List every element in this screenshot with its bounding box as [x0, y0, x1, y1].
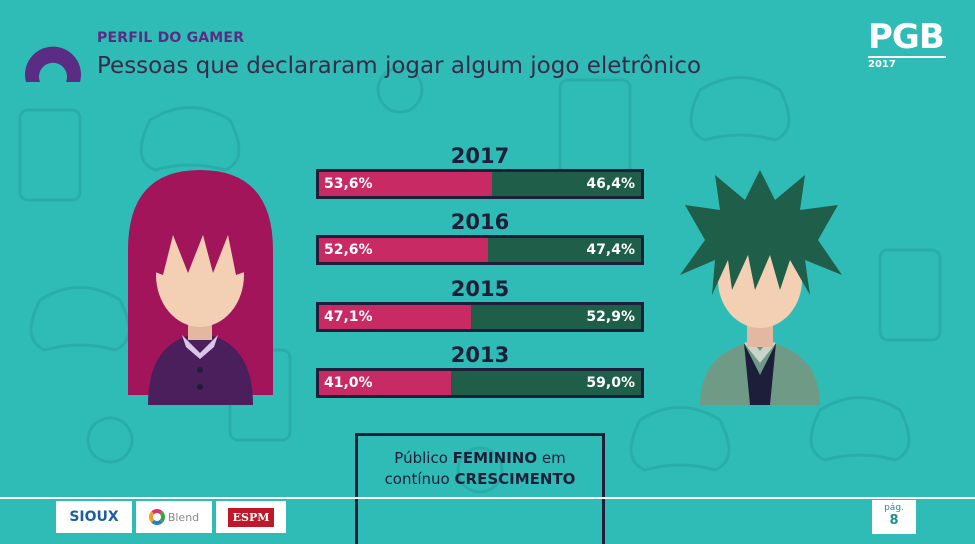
callout-line2-bold: CRESCIMENTO — [454, 470, 576, 488]
sponsor-espm-logo: ESPM — [216, 501, 286, 533]
pgb-year: 2017 — [868, 59, 896, 70]
pgb-mark: PGB — [868, 17, 945, 57]
pgb-logo: PGB 2017 — [868, 20, 958, 75]
blend-flower-icon — [148, 509, 165, 525]
stacked-bar: 52,6% 47,4% — [316, 235, 644, 265]
female-value-label: 53,6% — [324, 176, 373, 192]
male-gamer-illustration — [680, 170, 842, 405]
brand-ring-logo — [25, 46, 82, 82]
sponsor-blend-logo: Blend — [136, 501, 212, 533]
year-label: 2013 — [450, 343, 510, 367]
callout-text: Público FEMININO em contínuo CRESCIMENTO — [358, 448, 602, 490]
male-value-label: 52,9% — [586, 309, 635, 325]
year-label: 2015 — [450, 277, 510, 301]
male-value-label: 46,4% — [586, 176, 635, 192]
bar-female-segment: 53,6% — [319, 172, 492, 196]
stacked-bar: 41,0% 59,0% — [316, 368, 644, 398]
page-label: pág. — [884, 503, 904, 513]
footer-divider — [0, 497, 975, 499]
stacked-bar: 47,1% 52,9% — [316, 302, 644, 332]
page-indicator: pág. 8 — [872, 500, 916, 534]
bar-male-segment: 47,4% — [488, 238, 641, 262]
espm-label: ESPM — [227, 507, 275, 527]
bar-female-segment: 47,1% — [319, 305, 471, 329]
male-value-label: 59,0% — [586, 375, 635, 391]
section-label: PERFIL DO GAMER — [97, 30, 245, 46]
female-gamer-illustration — [128, 170, 273, 405]
year-label: 2016 — [450, 210, 510, 234]
callout-line1-plain: Público — [394, 449, 453, 467]
stacked-bar: 53,6% 46,4% — [316, 169, 644, 199]
bar-male-segment: 52,9% — [470, 305, 641, 329]
blend-label: Blend — [167, 510, 200, 524]
pgb-underline — [868, 56, 946, 58]
sponsor-sioux-logo: SIOUX — [56, 501, 132, 533]
bar-female-segment: 52,6% — [319, 238, 489, 262]
callout-line1-bold: FEMININO — [452, 449, 538, 467]
callout-line2-plain: contínuo — [384, 470, 455, 488]
male-value-label: 47,4% — [586, 242, 635, 258]
female-value-label: 52,6% — [324, 242, 373, 258]
female-value-label: 47,1% — [324, 309, 373, 325]
female-value-label: 41,0% — [324, 375, 373, 391]
bar-male-segment: 46,4% — [491, 172, 641, 196]
page-number: 8 — [889, 513, 899, 528]
bar-female-segment: 41,0% — [319, 371, 452, 395]
page-title: Pessoas que declararam jogar algum jogo … — [97, 53, 702, 79]
callout-line1-tail: em — [537, 449, 566, 467]
callout-box: Público FEMININO em contínuo CRESCIMENTO — [355, 433, 605, 544]
year-label: 2017 — [450, 144, 510, 168]
bar-male-segment: 59,0% — [451, 371, 641, 395]
